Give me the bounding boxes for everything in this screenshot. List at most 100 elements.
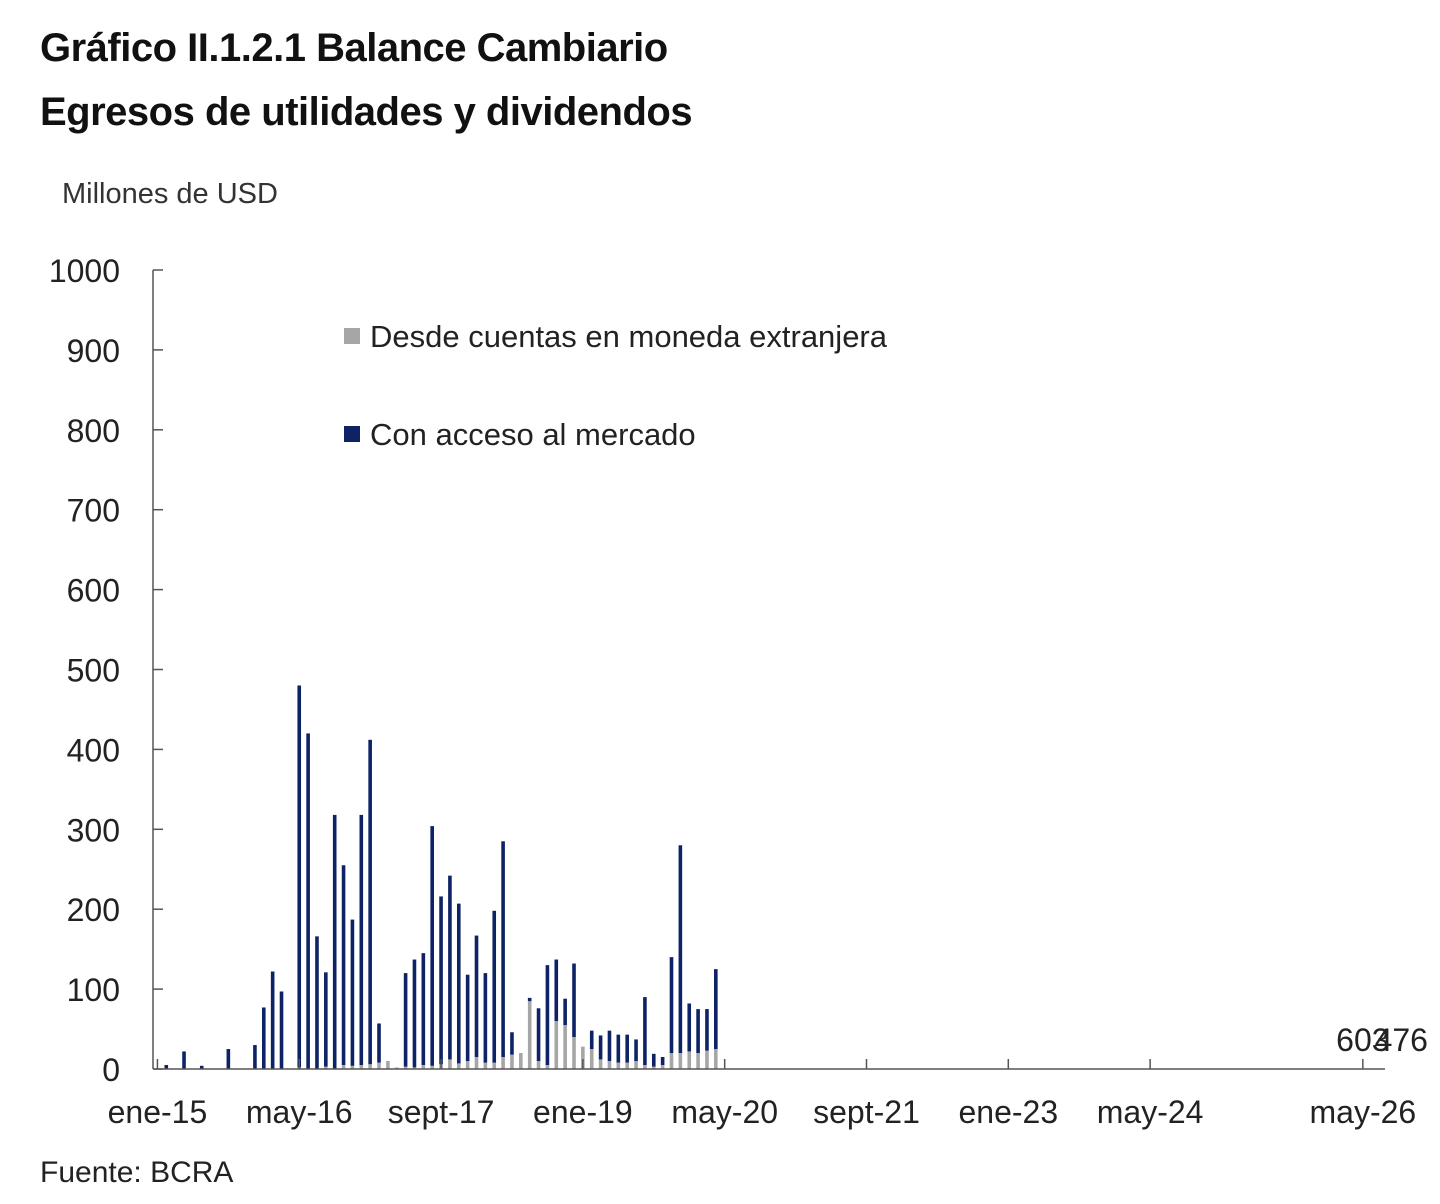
- bar-foreign-currency: [350, 1065, 355, 1069]
- bar-market-access: [714, 969, 718, 1050]
- bar-market-access: [634, 1039, 638, 1062]
- bar-foreign-currency: [581, 1046, 585, 1069]
- data-label: 603: [1336, 1022, 1389, 1058]
- bar-foreign-currency: [616, 1062, 621, 1069]
- bar-market-access: [403, 973, 408, 1067]
- bar-market-access: [625, 1034, 629, 1063]
- bar-foreign-currency: [341, 1065, 346, 1069]
- bar-market-access: [448, 875, 452, 1060]
- bar-market-access: [270, 971, 275, 1069]
- bar-market-access: [705, 1009, 709, 1051]
- legend-swatch: [344, 328, 360, 344]
- bar-foreign-currency: [386, 1061, 390, 1069]
- y-tick-label: 100: [67, 972, 120, 1008]
- bar-foreign-currency: [678, 1053, 683, 1069]
- bar-market-access: [678, 845, 683, 1054]
- bar-market-access: [359, 814, 364, 1066]
- bar-market-access: [527, 997, 532, 1002]
- y-tick-label: 0: [102, 1052, 120, 1088]
- source-note: Fuente: BCRA: [40, 1156, 234, 1189]
- bar-foreign-currency: [545, 1065, 550, 1069]
- bar-market-access: [332, 814, 337, 1069]
- labels-layer: 0 100 200 300 400 500 600 700 800 900 1000 ene-15 ma…: [49, 253, 1428, 1130]
- x-tick-label: may-16: [246, 1094, 353, 1130]
- y-axis-label: Millones de USD: [62, 178, 278, 210]
- bar-market-access: [199, 1065, 204, 1069]
- bars-layer: [164, 685, 718, 1069]
- x-tick-label: sept-21: [813, 1094, 920, 1130]
- x-tick-label: ene-19: [533, 1094, 633, 1130]
- x-tick-label: may-26: [1309, 1094, 1416, 1130]
- bar-market-access: [651, 1053, 656, 1067]
- bar-market-access: [687, 1003, 692, 1052]
- bar-foreign-currency: [625, 1062, 629, 1069]
- bar-market-access: [545, 965, 550, 1066]
- bar-market-access: [297, 685, 302, 1068]
- bar-market-access: [474, 935, 479, 1058]
- bar-foreign-currency: [377, 1062, 381, 1069]
- x-tick-label: may-24: [1097, 1094, 1204, 1130]
- x-tick-label: sept-17: [388, 1094, 495, 1130]
- bar-foreign-currency: [448, 1059, 452, 1069]
- bar-foreign-currency: [527, 1001, 532, 1069]
- legend: Desde cuentas en moneda extranjera Con ac…: [344, 319, 888, 452]
- bar-market-access: [306, 733, 310, 1069]
- bar-market-access: [279, 991, 284, 1069]
- x-tick-label: ene-15: [108, 1094, 208, 1130]
- bar-foreign-currency: [705, 1050, 709, 1069]
- bar-market-access: [589, 1030, 594, 1050]
- bar-market-access: [572, 963, 576, 1038]
- bar-market-access: [510, 1032, 514, 1055]
- bar-foreign-currency: [572, 1037, 576, 1069]
- bar-foreign-currency: [403, 1066, 408, 1069]
- bar-foreign-currency: [607, 1061, 612, 1069]
- bar-foreign-currency: [324, 1066, 328, 1069]
- bar-market-access: [669, 957, 674, 1054]
- bar-market-access: [501, 841, 505, 1058]
- bar-foreign-currency: [492, 1062, 497, 1069]
- bar-foreign-currency: [501, 1057, 505, 1069]
- bar-foreign-currency: [643, 1065, 647, 1069]
- bar-foreign-currency: [483, 1062, 488, 1069]
- y-tick-label: 300: [67, 812, 120, 848]
- bar-market-access: [598, 1035, 603, 1060]
- y-tick-label: 900: [67, 333, 120, 369]
- bar-market-access: [341, 865, 346, 1065]
- bar-foreign-currency: [687, 1051, 692, 1069]
- bar-foreign-currency: [589, 1049, 594, 1069]
- axes-layer: [152, 269, 1385, 1070]
- bar-market-access: [315, 936, 319, 1069]
- bar-foreign-currency: [634, 1061, 638, 1069]
- chart-title: Gráfico II.1.2.1 Balance Cambiario: [40, 26, 668, 70]
- legend-label: Con acceso al mercado: [370, 417, 696, 452]
- bar-market-access: [616, 1034, 621, 1063]
- bar-foreign-currency: [651, 1066, 656, 1069]
- bar-market-access: [465, 974, 470, 1062]
- bar-foreign-currency: [465, 1061, 470, 1069]
- legend-swatch: [344, 426, 360, 442]
- x-tick-label: ene-23: [958, 1094, 1058, 1130]
- bar-market-access: [368, 739, 372, 1065]
- bar-foreign-currency: [660, 1065, 665, 1069]
- y-tick-label: 1000: [49, 253, 120, 289]
- bar-foreign-currency: [563, 1025, 567, 1069]
- bar-foreign-currency: [536, 1061, 541, 1069]
- x-tick-label: may-20: [671, 1094, 778, 1130]
- bar-foreign-currency: [430, 1065, 434, 1069]
- bar-foreign-currency: [474, 1057, 479, 1069]
- bar-market-access: [563, 998, 567, 1026]
- y-tick-label: 200: [67, 892, 120, 928]
- bar-foreign-currency: [412, 1067, 417, 1069]
- y-tick-label: 800: [67, 413, 120, 449]
- y-tick-label: 400: [67, 732, 120, 768]
- data-label: 476: [1375, 1022, 1428, 1058]
- bar-foreign-currency: [714, 1049, 718, 1069]
- bar-foreign-currency: [554, 1021, 559, 1069]
- y-tick-label: 500: [67, 653, 120, 689]
- bar-foreign-currency: [669, 1053, 674, 1069]
- legend-label: Desde cuentas en moneda extranjera: [370, 319, 888, 354]
- bar-foreign-currency: [359, 1065, 364, 1069]
- bar-market-access: [350, 919, 355, 1066]
- bar-market-access: [324, 972, 328, 1067]
- bar-market-access: [421, 953, 426, 1065]
